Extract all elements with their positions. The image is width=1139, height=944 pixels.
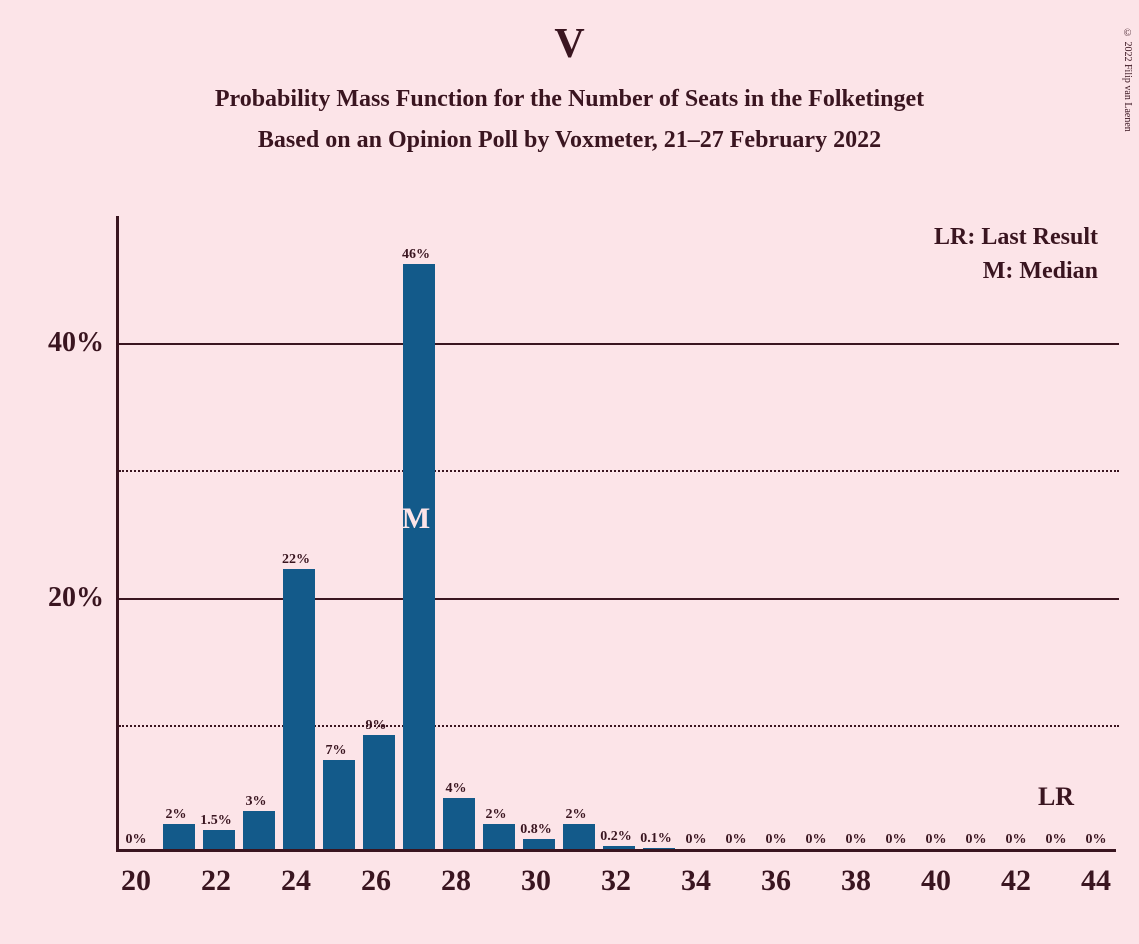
bar-value-label: 4% [446,781,467,797]
bar [643,848,676,849]
bar-value-label: 0% [1086,832,1107,848]
gridline-major [119,343,1119,345]
bar-value-label: 7% [326,743,347,759]
chart-area: LR: Last Result M: Median 20%40%20222426… [116,216,1116,852]
bar-value-label: 3% [246,794,267,810]
bar-value-label: 0% [1046,832,1067,848]
bar-value-label: 0% [686,832,707,848]
lr-marker: LR [1038,782,1074,812]
bar [403,264,436,849]
bar [523,839,556,849]
bar-value-label: 0% [126,832,147,848]
chart-subtitle-1: Probability Mass Function for the Number… [0,86,1139,113]
bar-value-label: 0% [886,832,907,848]
bar [603,846,636,849]
chart-title: V [0,20,1139,68]
bar [163,824,196,849]
x-tick-label: 40 [921,864,951,898]
bar-value-label: 0% [726,832,747,848]
x-tick-label: 30 [521,864,551,898]
bar [563,824,596,849]
x-tick-label: 38 [841,864,871,898]
gridline-major [119,598,1119,600]
x-tick-label: 22 [201,864,231,898]
bar-value-label: 0.8% [520,822,552,838]
bar-value-label: 0.1% [640,831,672,847]
bar-value-label: 1.5% [200,813,232,829]
legend-lr: LR: Last Result [934,224,1098,251]
x-tick-label: 26 [361,864,391,898]
bar-value-label: 9% [366,718,387,734]
x-tick-label: 34 [681,864,711,898]
bar [483,824,516,849]
bar [363,735,396,849]
bar [283,569,316,849]
bar-value-label: 22% [282,552,310,568]
x-tick-label: 44 [1081,864,1111,898]
chart-subtitle-2: Based on an Opinion Poll by Voxmeter, 21… [0,127,1139,154]
x-tick-label: 20 [121,864,151,898]
median-marker: M [402,502,430,536]
gridline-minor [119,470,1119,472]
x-tick-label: 28 [441,864,471,898]
x-tick-label: 42 [1001,864,1031,898]
bar [203,830,236,849]
bar [443,798,476,849]
copyright-text: © 2022 Filip van Laenen [1122,28,1133,132]
bar-value-label: 0% [846,832,867,848]
y-tick-label: 20% [48,582,104,614]
bar-value-label: 0% [926,832,947,848]
y-tick-label: 40% [48,327,104,359]
x-tick-label: 32 [601,864,631,898]
bar-value-label: 2% [486,807,507,823]
bar [323,760,356,849]
bar-value-label: 2% [166,807,187,823]
bar-value-label: 0% [766,832,787,848]
plot-region [116,216,1116,852]
legend-m: M: Median [983,258,1098,285]
bar-value-label: 0% [1006,832,1027,848]
bar [243,811,276,849]
bar-value-label: 0% [806,832,827,848]
bar-value-label: 0% [966,832,987,848]
gridline-minor [119,725,1119,727]
bar-value-label: 46% [402,247,430,263]
x-tick-label: 24 [281,864,311,898]
bar-value-label: 0.2% [600,829,632,845]
x-tick-label: 36 [761,864,791,898]
bar-value-label: 2% [566,807,587,823]
